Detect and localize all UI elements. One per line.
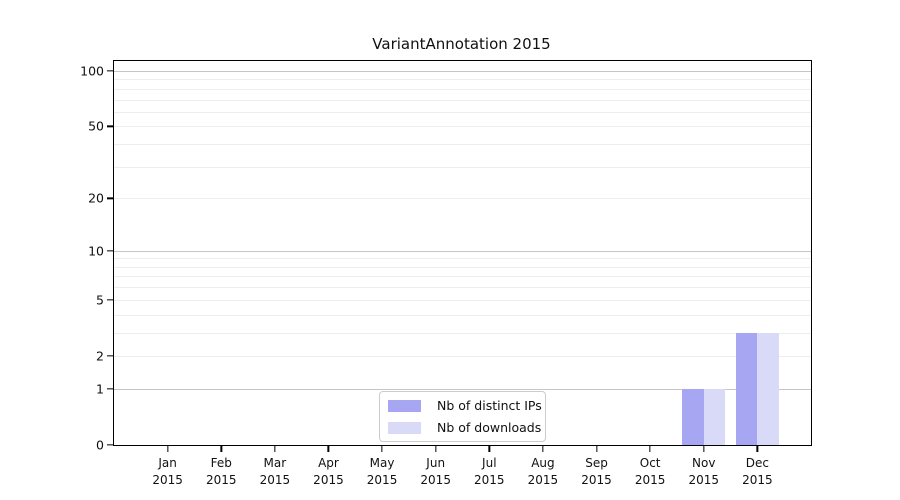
- x-tick-mark: [703, 446, 705, 452]
- x-tick-label: Nov 2015: [688, 456, 720, 487]
- gridline-minor: [114, 314, 811, 316]
- x-tick-label: Sep 2015: [581, 456, 612, 487]
- y-tick-label: 0: [96, 437, 104, 453]
- y-tick-label: 2: [96, 348, 104, 364]
- y-tick-mark: [107, 299, 113, 301]
- y-tick-label: 1: [96, 381, 104, 397]
- x-tick-mark: [220, 446, 222, 452]
- gridline-minor: [114, 276, 811, 278]
- y-tick-label: 50: [88, 118, 104, 134]
- y-tick-mark: [107, 197, 113, 199]
- x-tick-label: Dec 2015: [742, 456, 773, 487]
- x-tick-label: Jan 2015: [152, 456, 183, 487]
- y-tick-mark: [107, 250, 113, 252]
- gridline-minor: [114, 355, 811, 357]
- chart-title: VariantAnnotation 2015: [372, 35, 551, 53]
- x-tick-label: Jul 2015: [474, 456, 505, 487]
- legend-label-downloads: Nb of downloads: [437, 420, 542, 435]
- x-tick-mark: [542, 446, 544, 452]
- bar-distinct-ips: [735, 332, 758, 445]
- x-tick-label: Mar 2015: [259, 456, 291, 487]
- gridline-minor: [114, 88, 811, 90]
- legend-swatch-downloads: [388, 421, 421, 434]
- bar-downloads: [757, 332, 779, 445]
- gridline-minor: [114, 198, 811, 200]
- x-tick-mark: [649, 446, 651, 452]
- x-tick-label: Apr 2015: [313, 456, 344, 487]
- y-tick-mark: [107, 70, 113, 72]
- x-tick-mark: [274, 446, 276, 452]
- y-tick-label: 100: [80, 63, 104, 79]
- gridline-minor: [114, 287, 811, 289]
- gridline-minor: [114, 144, 811, 146]
- x-tick-label: May 2015: [366, 456, 398, 487]
- gridline-minor: [114, 111, 811, 113]
- y-tick-mark: [107, 355, 113, 357]
- bar-downloads: [703, 388, 726, 445]
- gridline-minor: [114, 166, 811, 168]
- x-tick-mark: [381, 446, 383, 452]
- x-tick-label: Jun 2015: [420, 456, 451, 487]
- y-tick-mark: [107, 388, 113, 390]
- y-tick-label: 5: [96, 292, 104, 308]
- x-tick-mark: [595, 446, 598, 452]
- gridline-minor: [114, 258, 811, 260]
- legend-label-distinct-ips: Nb of distinct IPs: [437, 398, 542, 413]
- y-tick-label: 10: [88, 243, 104, 259]
- x-tick-label: Feb 2015: [205, 456, 237, 487]
- legend: Nb of distinct IPs Nb of downloads: [379, 391, 546, 442]
- gridline-minor: [114, 126, 811, 128]
- gridline-major: [114, 388, 811, 390]
- x-tick-mark: [756, 446, 759, 452]
- x-tick-label: Aug 2015: [527, 456, 559, 487]
- legend-row-downloads: Nb of downloads: [388, 420, 541, 435]
- x-tick-mark: [166, 446, 169, 452]
- gridline-major: [114, 250, 811, 252]
- legend-swatch-distinct-ips: [388, 399, 421, 412]
- y-tick-label: 20: [88, 190, 104, 206]
- x-tick-mark: [488, 446, 490, 452]
- gridline-minor: [114, 299, 811, 301]
- x-tick-label: Oct 2015: [634, 456, 666, 487]
- gridline-major: [114, 71, 811, 72]
- x-tick-mark: [435, 446, 437, 452]
- x-tick-mark: [327, 446, 330, 452]
- gridline-minor: [114, 266, 811, 268]
- y-tick-mark: [107, 125, 113, 128]
- gridline-minor: [114, 332, 811, 334]
- legend-row-distinct-ips: Nb of distinct IPs: [388, 398, 542, 413]
- gridline-minor: [114, 79, 811, 81]
- gridline-minor: [114, 99, 811, 101]
- bar-distinct-ips: [682, 388, 704, 445]
- y-tick-mark: [107, 444, 113, 446]
- plot-area: 0 1 2 5 10 20 50 100 Jan 2015 Feb 2015 Mar 2015 Apr 20…: [80, 60, 812, 487]
